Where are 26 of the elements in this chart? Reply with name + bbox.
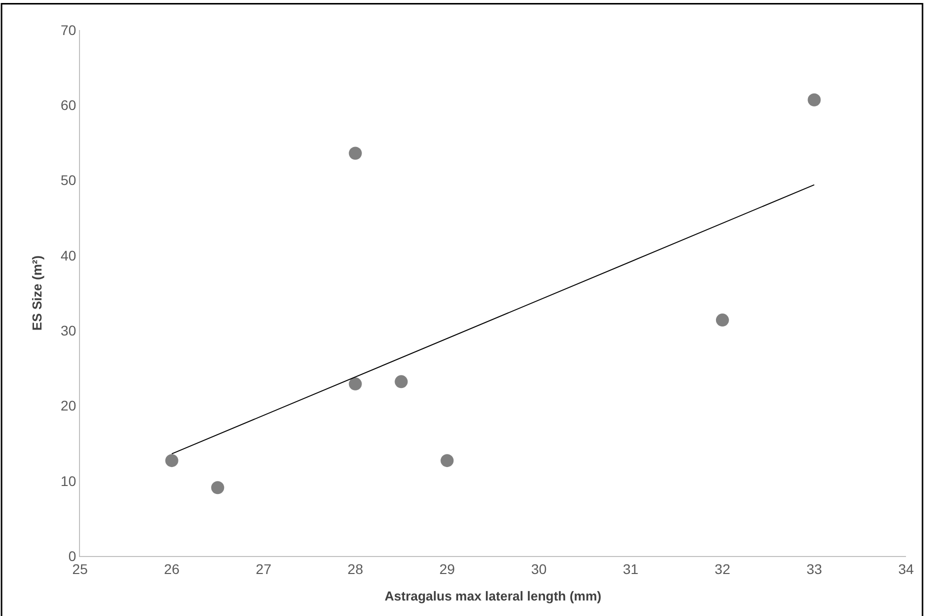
y-tick-label: 10 bbox=[60, 472, 76, 489]
y-axis-title: ES Size (m²) bbox=[30, 255, 45, 331]
x-tick-label: 28 bbox=[348, 560, 364, 577]
x-tick-label: 34 bbox=[898, 560, 914, 577]
point bbox=[211, 481, 224, 494]
point bbox=[440, 454, 454, 468]
x-tick-label: 27 bbox=[256, 560, 272, 577]
point bbox=[808, 93, 821, 106]
y-tick-label: 30 bbox=[60, 322, 76, 338]
point bbox=[348, 146, 362, 160]
y-tick-label: 70 bbox=[60, 22, 76, 38]
x-axis-title: Astragalus max lateral length (mm) bbox=[384, 588, 602, 604]
x-tick-label: 33 bbox=[806, 560, 822, 577]
x-tick-label: 29 bbox=[439, 560, 456, 577]
y-tick-label: 50 bbox=[60, 172, 76, 188]
point bbox=[716, 314, 729, 327]
point bbox=[348, 377, 362, 390]
point bbox=[165, 454, 178, 468]
x-tick-label: 32 bbox=[714, 560, 730, 577]
x-tick-label: 26 bbox=[164, 560, 180, 577]
x-tick-label: 31 bbox=[622, 560, 639, 577]
y-tick-label: 20 bbox=[60, 398, 76, 414]
x-tick-label: 30 bbox=[531, 560, 547, 577]
y-tick-label: 40 bbox=[60, 247, 76, 264]
point bbox=[394, 375, 408, 388]
y-tick-label: 60 bbox=[60, 97, 76, 114]
